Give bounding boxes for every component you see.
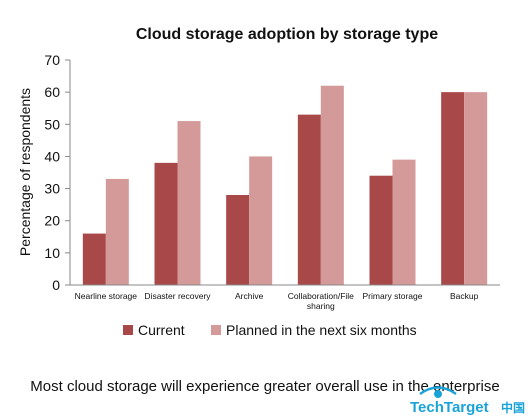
bar-current-3 <box>297 114 321 286</box>
logo-text: TechTarget <box>410 399 489 416</box>
logo-suffix: 中国 <box>501 400 525 415</box>
y-tick-label: 20 <box>44 213 60 229</box>
x-category-label: Nearline storage <box>75 291 138 301</box>
y-tick-label: 0 <box>52 277 60 293</box>
chart-caption: Most cloud storage will experience great… <box>30 378 500 395</box>
x-category-label: Archive <box>235 291 264 301</box>
x-category-label-line: sharing <box>307 301 335 311</box>
y-tick-label: 70 <box>44 52 60 68</box>
x-category-label: Disaster recovery <box>144 291 211 301</box>
y-tick-label: 50 <box>44 116 60 132</box>
bar-current-2 <box>226 195 250 285</box>
legend-swatch-planned <box>211 325 221 335</box>
bar-planned-2 <box>249 156 273 285</box>
bar-planned-3 <box>320 85 344 285</box>
chart-title: Cloud storage adoption by storage type <box>136 26 438 43</box>
x-category-label-line: Backup <box>450 291 479 301</box>
bar-current-0 <box>82 233 106 285</box>
bar-current-1 <box>154 162 178 285</box>
x-category-label: Backup <box>450 291 479 301</box>
legend: Current Planned in the next six months <box>123 322 417 338</box>
bars <box>82 85 488 286</box>
x-category-labels: Nearline storage Disaster recovery Archive… <box>75 291 479 311</box>
x-category-label: Primary storage <box>363 291 423 301</box>
legend-label-current: Current <box>138 322 185 338</box>
y-tick-label: 60 <box>44 84 60 100</box>
axes <box>69 60 500 286</box>
bar-planned-5 <box>464 92 488 286</box>
y-tick-label: 10 <box>44 245 60 261</box>
x-category-label-line: Nearline storage <box>75 291 138 301</box>
y-tick-label: 40 <box>44 148 60 164</box>
techtarget-eye-logo-icon <box>419 386 457 398</box>
y-ticks: 0 10 20 30 40 50 60 70 <box>44 52 70 293</box>
bar-planned-0 <box>105 178 129 285</box>
bar-planned-4 <box>392 159 416 285</box>
x-category-label-line: Disaster recovery <box>144 291 211 301</box>
legend-swatch-current <box>123 325 133 335</box>
techtarget-logo: TechTarget 中国 <box>410 386 525 416</box>
bar-current-5 <box>441 92 465 286</box>
legend-label-planned: Planned in the next six months <box>226 322 417 338</box>
x-category-label-line: Archive <box>235 291 264 301</box>
x-category-label-line: Collaboration/File <box>288 291 354 301</box>
y-tick-label: 30 <box>44 181 60 197</box>
x-category-label: Collaboration/File sharing <box>288 291 354 311</box>
bar-current-4 <box>369 175 393 285</box>
bar-planned-1 <box>177 121 201 285</box>
y-axis-label: Percentage of respondents <box>17 88 33 256</box>
x-category-label-line: Primary storage <box>363 291 423 301</box>
